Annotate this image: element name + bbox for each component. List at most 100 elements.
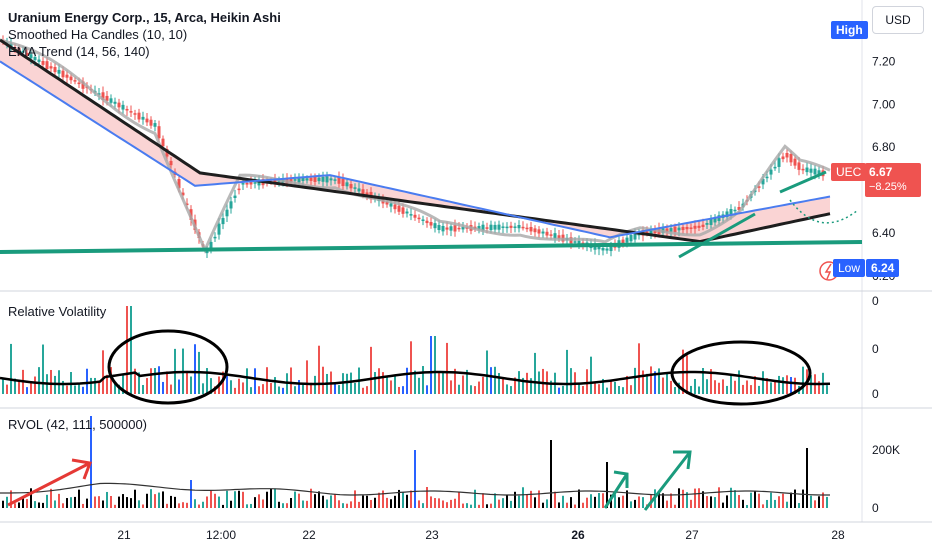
candle-body: [117, 102, 121, 108]
rv-bar: [742, 384, 744, 394]
green-arrow-annotation-2: [643, 450, 692, 511]
rv-bar: [274, 377, 276, 394]
rv-bar: [686, 355, 688, 394]
rvol-bar: [246, 504, 248, 508]
rvol-bar: [282, 503, 284, 508]
candle-body: [37, 59, 41, 62]
rv-bar: [354, 382, 356, 394]
rvol-bar: [314, 494, 316, 508]
rv-bar: [30, 381, 32, 394]
rvol-bar: [774, 499, 776, 508]
rvol-bar: [338, 500, 340, 508]
candle-body: [457, 227, 461, 230]
rvol-bar: [310, 488, 312, 508]
rvol-bar: [110, 496, 112, 508]
rv-bar: [610, 380, 612, 394]
candle-body: [517, 225, 521, 229]
rv-bar: [118, 384, 120, 394]
rv-bar: [694, 378, 696, 394]
candle-body: [293, 179, 297, 181]
rv-bar: [530, 378, 532, 394]
rvol-bar: [730, 487, 732, 508]
rvol-bar: [474, 489, 476, 508]
rv-bar: [498, 373, 500, 394]
candle-body: [45, 61, 49, 70]
symbol-title[interactable]: Uranium Energy Corp., 15, Arca, Heikin A…: [8, 10, 281, 25]
rvol-bar: [542, 502, 544, 508]
last-price-value: 6.67: [869, 165, 893, 179]
rv-bar: [782, 377, 784, 394]
rv-bar: [10, 343, 12, 394]
uptrend-line-2: [779, 170, 827, 194]
rv-bar: [234, 387, 236, 394]
rv-bar: [722, 379, 724, 394]
rvol-bar: [378, 492, 380, 508]
rv-bar: [766, 378, 768, 394]
candle-body: [213, 236, 217, 239]
rv-bar: [378, 368, 380, 394]
candle-body: [605, 248, 609, 251]
rvol-bar: [70, 497, 72, 508]
rvol-bar: [234, 491, 236, 508]
rv-bar: [338, 385, 340, 394]
rv-bar: [114, 383, 116, 394]
rvol-bar: [214, 493, 216, 508]
rvol-bar: [530, 490, 532, 508]
candle-body: [677, 227, 681, 231]
rvol-bar: [30, 488, 32, 508]
rv-bar: [662, 377, 664, 394]
candle-body: [417, 217, 421, 220]
rv-bar: [230, 380, 232, 394]
rvol-title[interactable]: RVOL (42, 111, 500000): [8, 417, 148, 432]
candle-body: [685, 226, 689, 230]
uptrend-line: [678, 212, 756, 259]
candle-body: [785, 152, 789, 158]
rv-bar: [730, 374, 732, 394]
indicator-ema-trend[interactable]: EMA Trend (14, 56, 140): [8, 44, 150, 59]
rvol-bar: [618, 497, 620, 508]
candle-body: [9, 43, 13, 48]
rvol-bar: [746, 504, 748, 508]
candle-body: [665, 228, 669, 233]
candle-body: [597, 246, 601, 250]
rvol-bar: [686, 492, 688, 508]
projection-arc: [789, 199, 859, 224]
rvol-bar: [726, 495, 728, 508]
rv-bar: [202, 383, 204, 394]
rv-bar: [786, 375, 788, 394]
rvol-bar: [678, 488, 680, 508]
rv-tick-label: 0: [872, 342, 879, 356]
rvol-bar: [102, 500, 104, 508]
indicator-smoothed-ha[interactable]: Smoothed Ha Candles (10, 10): [8, 27, 188, 42]
rvol-bar: [426, 487, 428, 508]
candle-body: [161, 138, 165, 147]
candle-body: [77, 82, 81, 85]
candle-body: [769, 169, 773, 175]
rvol-bar: [118, 496, 120, 508]
rv-bar: [518, 371, 520, 394]
rv-bar: [478, 381, 480, 394]
rv-bar: [558, 387, 560, 394]
rvol-bar: [166, 503, 168, 508]
currency-button[interactable]: USD: [872, 6, 924, 34]
rvol-bar: [462, 503, 464, 508]
rvol-bar: [582, 502, 584, 508]
rvol-bar: [718, 487, 720, 508]
candle-body: [449, 226, 453, 231]
candle-body: [237, 188, 241, 191]
rvol-bar: [286, 503, 288, 508]
candle-body: [73, 80, 77, 82]
rvol-bar: [358, 501, 360, 508]
candle-body: [493, 224, 497, 230]
candle-body: [773, 166, 777, 169]
rv-bar: [170, 384, 172, 394]
rv-bar: [258, 386, 260, 394]
rvol-bar: [410, 490, 412, 508]
candle-body: [397, 205, 401, 212]
relative-volatility-title[interactable]: Relative Volatility: [8, 304, 107, 319]
candle-body: [501, 226, 505, 228]
rv-bar: [818, 381, 820, 394]
time-tick-label: 23: [425, 528, 439, 542]
candle-body: [385, 201, 389, 205]
